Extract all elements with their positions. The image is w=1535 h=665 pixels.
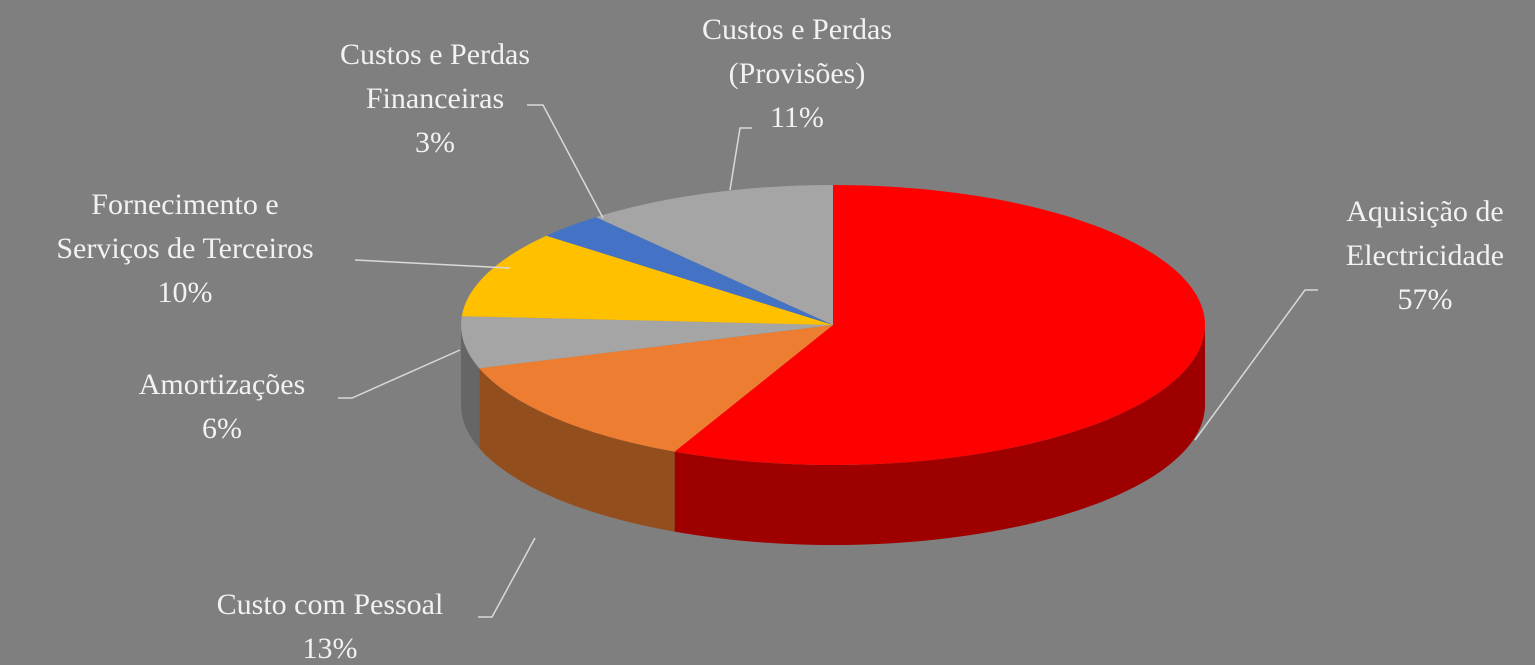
slice [595, 185, 833, 325]
data-label: Fornecimento e Serviços de Terceiros 10% [36, 183, 334, 315]
leader-line [729, 127, 752, 191]
slice [546, 217, 833, 325]
slice-side [674, 325, 1205, 545]
category-label: Custos e Perdas (Provisões) [702, 13, 892, 90]
data-label: Aquisição de Electricidade 57% [1325, 190, 1525, 322]
value-label: 10% [157, 276, 213, 309]
category-label: Fornecimento e Serviços de Terceiros [56, 188, 314, 265]
leader-line [338, 349, 461, 399]
tops [461, 185, 1205, 465]
slice [461, 316, 833, 369]
data-label: Custos e Perdas (Provisões) 11% [677, 8, 917, 140]
slice [461, 235, 833, 325]
walls [461, 325, 1205, 545]
category-label: Aquisição de Electricidade [1345, 195, 1505, 272]
category-label: Amortizações [138, 368, 306, 401]
leader-line [1194, 289, 1318, 441]
leader-lines [338, 104, 1318, 618]
slice [479, 325, 833, 452]
value-label: 57% [1397, 283, 1453, 316]
data-label: Custos e Perdas Financeiras 3% [315, 33, 555, 165]
leader-line [478, 537, 536, 618]
value-label: 13% [302, 632, 358, 665]
data-label: Custo com Pessoal 13% [180, 583, 480, 665]
slice [674, 185, 1205, 465]
slice-side [479, 368, 675, 532]
data-label: Amortizações 6% [72, 363, 372, 451]
leader-line [354, 259, 511, 269]
leader-line [527, 104, 604, 219]
value-label: 3% [415, 126, 455, 159]
slice-side [461, 325, 480, 449]
category-label: Custos e Perdas Financeiras [340, 38, 530, 115]
value-label: 11% [770, 101, 824, 134]
category-label: Custo com Pessoal [216, 588, 444, 621]
value-label: 6% [202, 412, 242, 445]
